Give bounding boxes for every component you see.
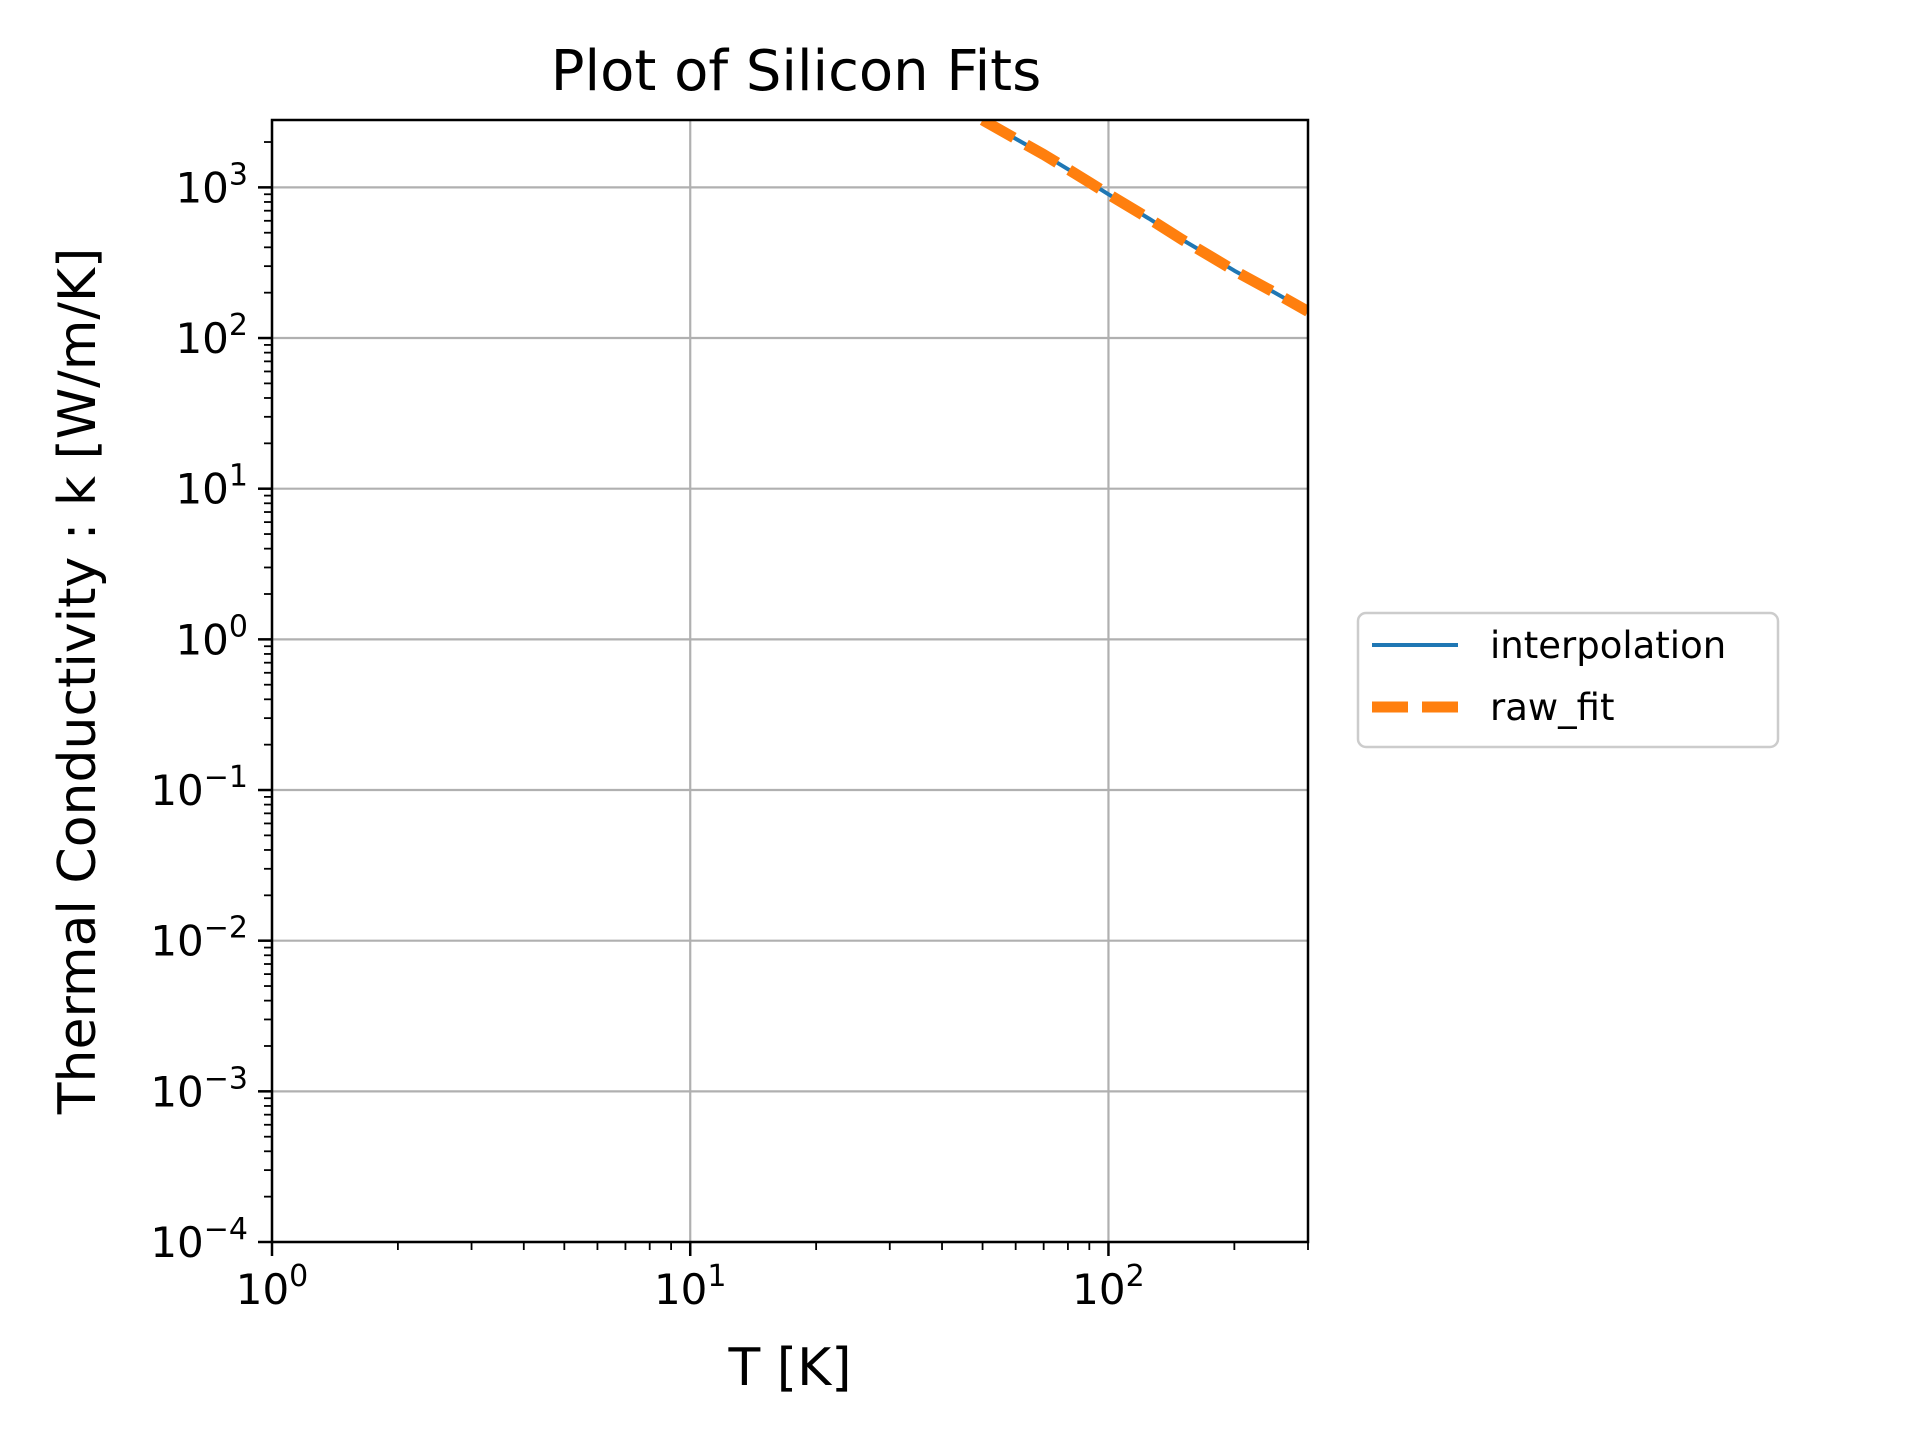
legend-box [1356,611,1780,749]
y-tick-label-exponent: −2 [204,911,248,946]
plot-frame [270,118,1310,1244]
y-tick-label: 102 [175,308,248,363]
y-tick-label: 100 [175,609,248,664]
x-tick-label-base: 10 [1072,1265,1125,1314]
x-tick-label-exponent: 1 [707,1259,726,1294]
y-tick-label-base: 10 [175,163,228,212]
y-tick-label: 10−1 [150,760,248,815]
x-tick-label: 102 [1072,1259,1145,1314]
y-tick-label-exponent: −1 [204,760,248,795]
y-tick-label-base: 10 [150,1067,203,1116]
y-tick-label-exponent: 0 [229,609,248,644]
series-layer [979,120,1308,317]
x-tick-label-exponent: 0 [289,1259,308,1294]
y-tick-label-exponent: 1 [229,459,248,494]
chart-title: Plot of Silicon Fits [551,39,1042,104]
legend: interpolation raw_fit [1356,611,1780,749]
y-tick-label-base: 10 [150,1218,203,1267]
series-raw-fit-line [979,120,1308,317]
legend-label-raw-fit: raw_fit [1490,686,1614,729]
y-tick-label: 101 [175,459,248,514]
y-tick-label-base: 10 [175,615,228,664]
y-tick-label-exponent: 3 [229,157,248,192]
x-tick-label-base: 10 [236,1265,289,1314]
grid [270,120,1308,1244]
y-tick-label: 10−4 [150,1212,248,1267]
y-tick-label: 10−3 [150,1061,248,1116]
y-tick-label: 103 [175,157,248,212]
legend-label-interpolation: interpolation [1490,624,1726,667]
y-tick-label-exponent: 2 [229,308,248,343]
y-tick-label-exponent: −4 [204,1212,248,1247]
y-tick-label-base: 10 [175,314,228,363]
x-tick-label-exponent: 2 [1126,1259,1145,1294]
x-tick-label: 101 [654,1259,727,1314]
y-tick-label-base: 10 [175,465,228,514]
x-tick-label-base: 10 [654,1265,707,1314]
y-tick-label-exponent: −3 [204,1061,248,1096]
y-tick-label-base: 10 [150,917,203,966]
y-tick-label: 10−2 [150,911,248,966]
y-axis-label: Thermal Conductivity : k [W/m/K] [48,248,108,1116]
x-tick-label: 100 [236,1259,309,1314]
x-axis-label: T [K] [728,1338,852,1398]
y-tick-label-base: 10 [150,766,203,815]
